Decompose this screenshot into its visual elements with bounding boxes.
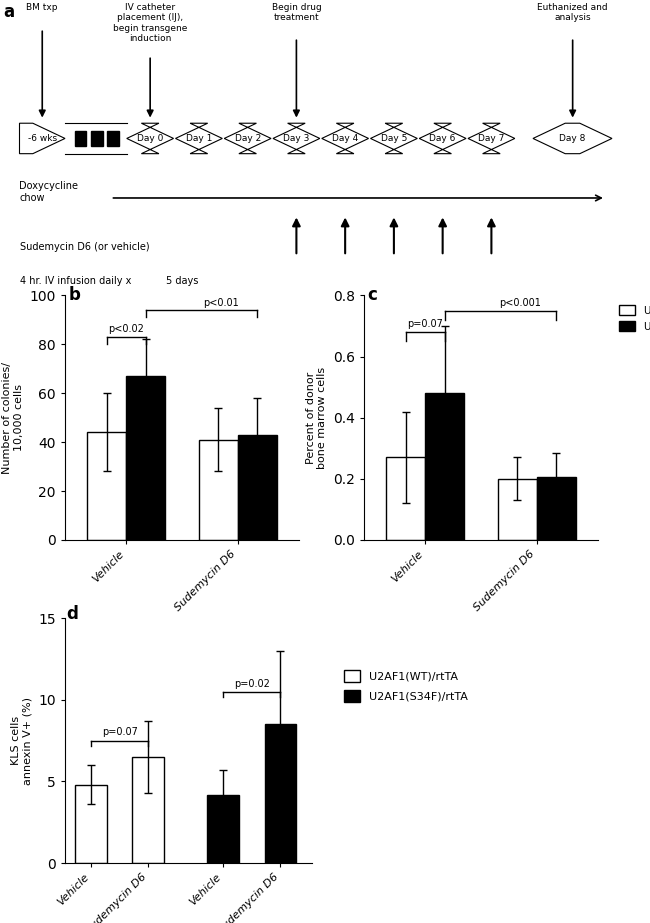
Legend: U2AF1(WT)/rtTA, U2AF1(S34F)/rtTA: U2AF1(WT)/rtTA, U2AF1(S34F)/rtTA (344, 670, 468, 701)
Bar (207, 795, 239, 863)
Text: p=0.07: p=0.07 (101, 727, 138, 737)
Bar (126, 376, 165, 540)
Bar (238, 435, 277, 540)
Polygon shape (127, 124, 174, 154)
Bar (537, 477, 576, 540)
Polygon shape (224, 124, 271, 154)
Bar (265, 725, 296, 863)
Bar (133, 757, 164, 863)
Text: 5 days: 5 days (166, 276, 198, 285)
Text: p<0.02: p<0.02 (109, 325, 144, 334)
Text: d: d (67, 605, 79, 623)
Text: -6 wks: -6 wks (28, 134, 57, 143)
Polygon shape (370, 124, 417, 154)
Bar (87, 432, 126, 540)
Text: Day 0: Day 0 (137, 134, 163, 143)
Y-axis label: KLS cells
annexin V+ (%): KLS cells annexin V+ (%) (11, 697, 32, 785)
Polygon shape (419, 124, 466, 154)
Polygon shape (533, 124, 612, 154)
Y-axis label: Percent of donor
bone marrow cells: Percent of donor bone marrow cells (306, 366, 328, 469)
Text: p<0.001: p<0.001 (499, 297, 541, 307)
Polygon shape (20, 124, 65, 154)
Polygon shape (468, 124, 515, 154)
Polygon shape (322, 124, 369, 154)
Bar (107, 131, 119, 146)
Text: 4 hr. IV infusion daily x: 4 hr. IV infusion daily x (20, 276, 134, 285)
Text: Day 4: Day 4 (332, 134, 358, 143)
Bar (498, 479, 537, 540)
Text: IV catheter
placement (IJ),
begin transgene
induction: IV catheter placement (IJ), begin transg… (113, 3, 187, 43)
Text: p=0.02: p=0.02 (234, 678, 270, 689)
Text: Day 5: Day 5 (381, 134, 407, 143)
Text: Day 6: Day 6 (430, 134, 456, 143)
Bar (425, 393, 464, 540)
Text: Day 7: Day 7 (478, 134, 504, 143)
Text: Day 2: Day 2 (235, 134, 261, 143)
Legend: U2AF1(WT)/rtTA, U2AF1(S34F)/rtTA: U2AF1(WT)/rtTA, U2AF1(S34F)/rtTA (615, 301, 650, 336)
Text: c: c (367, 286, 377, 305)
Text: Doxycycline
chow: Doxycycline chow (20, 181, 79, 203)
Bar (199, 439, 238, 540)
Text: Sudemycin D6 (or vehicle): Sudemycin D6 (or vehicle) (20, 243, 149, 252)
Text: Day 3: Day 3 (283, 134, 309, 143)
Text: Euthanized and
analysis: Euthanized and analysis (538, 3, 608, 22)
Bar (75, 131, 86, 146)
Text: a: a (3, 3, 14, 21)
Text: p<0.01: p<0.01 (203, 297, 239, 307)
Text: Begin drug
treatment: Begin drug treatment (272, 3, 321, 22)
Polygon shape (176, 124, 222, 154)
Text: b: b (68, 285, 80, 304)
Text: p=0.07: p=0.07 (408, 319, 443, 329)
Bar (386, 458, 425, 540)
Bar (91, 131, 103, 146)
Text: Day 1: Day 1 (186, 134, 212, 143)
Y-axis label: Number of colonies/
10,000 cells: Number of colonies/ 10,000 cells (3, 362, 24, 473)
Polygon shape (273, 124, 320, 154)
Text: Day 8: Day 8 (559, 134, 586, 143)
Bar (75, 785, 107, 863)
Text: BM txp: BM txp (27, 3, 58, 12)
